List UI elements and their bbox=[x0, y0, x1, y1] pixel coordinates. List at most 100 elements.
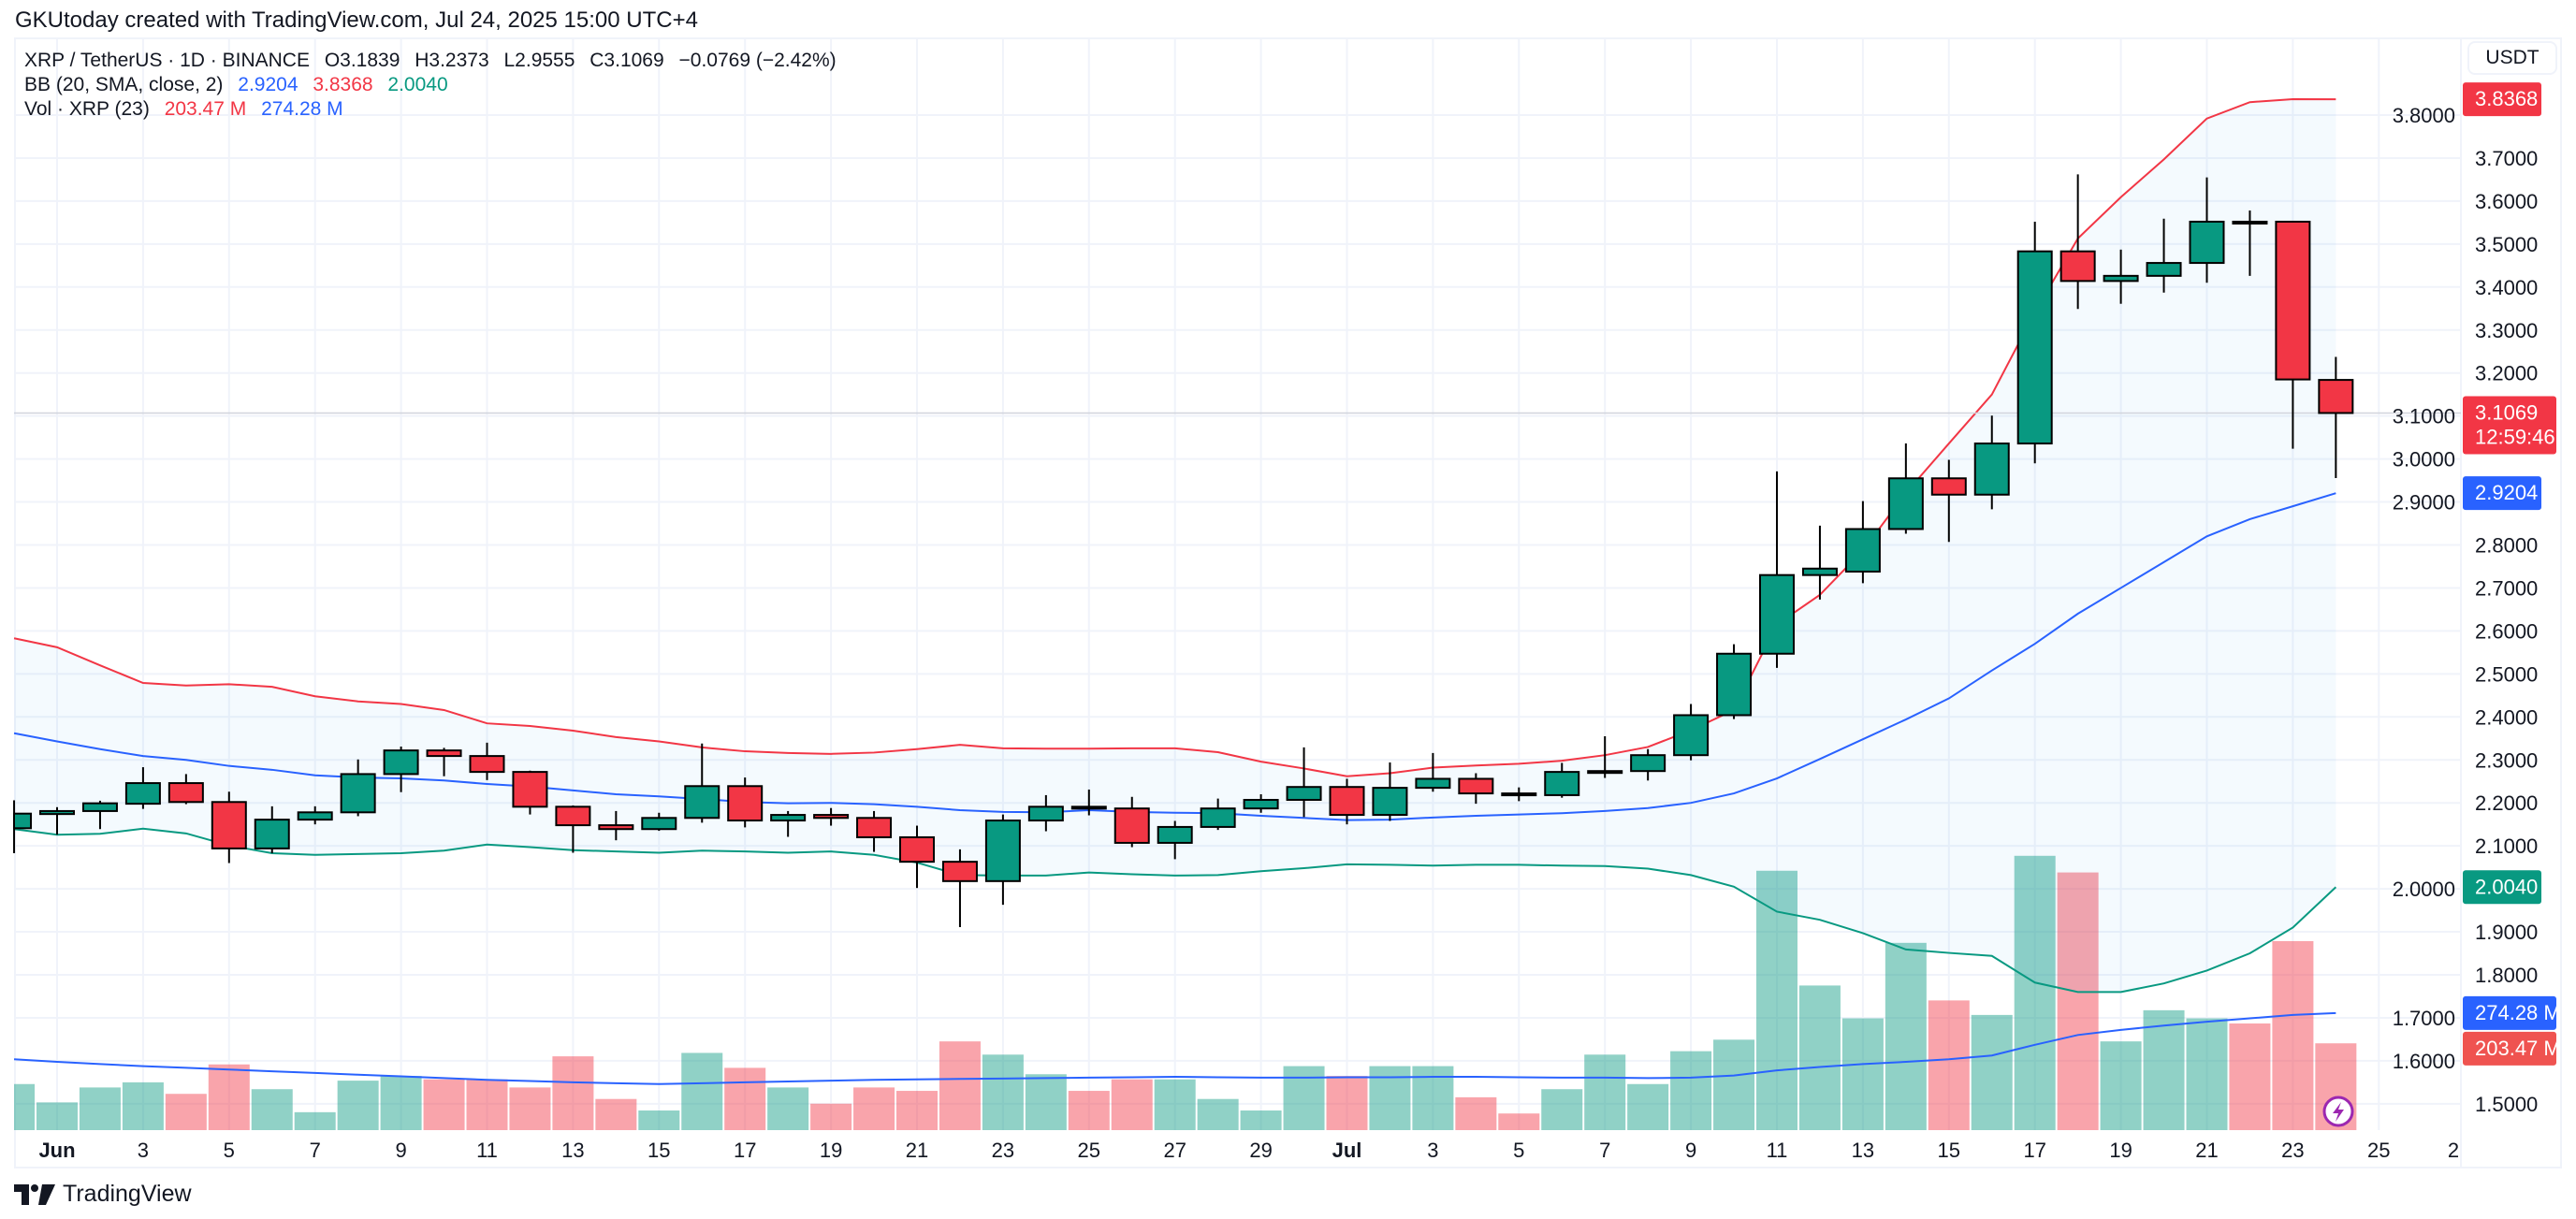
price-axis-label: 2.5000 bbox=[2475, 662, 2538, 686]
candle[interactable] bbox=[254, 805, 290, 853]
volume-bar bbox=[1197, 1098, 1239, 1130]
candle-body bbox=[2016, 250, 2053, 445]
candle-body bbox=[167, 782, 204, 804]
candle[interactable] bbox=[2146, 218, 2182, 293]
price-axis-label: 2.6000 bbox=[2475, 619, 2538, 643]
candle[interactable] bbox=[383, 747, 419, 792]
volume-bar bbox=[2014, 855, 2056, 1130]
upper-band-tag bbox=[2463, 82, 2541, 117]
candle[interactable] bbox=[555, 805, 591, 853]
currency-button[interactable]: USDT bbox=[2467, 41, 2557, 75]
price-axis-label: 3.8000 bbox=[2393, 104, 2455, 127]
volume-ma-tag bbox=[2463, 995, 2556, 1030]
volume-bar bbox=[122, 1081, 164, 1130]
candle[interactable] bbox=[1801, 525, 1838, 600]
candle[interactable] bbox=[1415, 752, 1451, 792]
candle[interactable] bbox=[1458, 773, 1494, 805]
candle[interactable] bbox=[1673, 704, 1710, 761]
volume-bar bbox=[1627, 1083, 1669, 1130]
candle[interactable] bbox=[39, 806, 75, 835]
candle[interactable] bbox=[1372, 762, 1408, 821]
volume-ma-line bbox=[13, 1011, 2336, 1085]
symbol-legend[interactable]: XRP / TetherUS · 1D · BINANCE O3.1839 H3… bbox=[24, 49, 846, 73]
bb-label[interactable]: BB (20, SMA, close, 2) bbox=[24, 74, 224, 95]
last-price-tag bbox=[2463, 396, 2556, 455]
symbol-name[interactable]: XRP / TetherUS · 1D · BINANCE bbox=[24, 50, 310, 71]
candle[interactable] bbox=[1930, 459, 1967, 543]
price-axis-label: 3.1000 bbox=[2393, 405, 2455, 428]
bollinger-band-fill bbox=[14, 98, 2336, 993]
candle[interactable] bbox=[727, 777, 764, 828]
candle[interactable] bbox=[641, 812, 677, 832]
volume-bar bbox=[1283, 1066, 1325, 1130]
candle[interactable] bbox=[684, 743, 720, 823]
candle[interactable] bbox=[2016, 221, 2053, 464]
candle[interactable] bbox=[813, 807, 850, 826]
candle[interactable] bbox=[124, 767, 161, 809]
candle[interactable] bbox=[1973, 415, 2010, 510]
candle[interactable] bbox=[2189, 177, 2225, 283]
ohlc-close: C3.1069 bbox=[589, 50, 664, 71]
bb-legend[interactable]: BB (20, SMA, close, 2) 2.9204 3.8368 2.0… bbox=[24, 73, 846, 97]
time-axis-label: 9 bbox=[1685, 1139, 1696, 1162]
candle[interactable] bbox=[1027, 794, 1064, 832]
candle[interactable] bbox=[2059, 174, 2096, 310]
candle-body bbox=[1286, 786, 1322, 801]
candle[interactable] bbox=[1501, 787, 1537, 802]
volume-bar bbox=[1798, 985, 1841, 1130]
candle[interactable] bbox=[899, 825, 935, 889]
candle-body bbox=[641, 817, 677, 831]
candle[interactable] bbox=[13, 800, 33, 853]
candle-body bbox=[1673, 714, 1710, 757]
candle[interactable] bbox=[1113, 796, 1150, 848]
candle[interactable] bbox=[984, 814, 1021, 906]
time-axis-label: 13 bbox=[1852, 1139, 1874, 1162]
volume-bar bbox=[939, 1041, 981, 1130]
candle[interactable] bbox=[167, 774, 204, 805]
candle[interactable] bbox=[1587, 735, 1623, 778]
candle[interactable] bbox=[1716, 644, 1753, 719]
candle[interactable] bbox=[1329, 778, 1365, 825]
candle[interactable] bbox=[770, 810, 807, 837]
candle[interactable] bbox=[1759, 471, 1795, 668]
candle[interactable] bbox=[598, 810, 634, 841]
candle[interactable] bbox=[1286, 747, 1322, 818]
candle[interactable] bbox=[1544, 762, 1580, 798]
chart-frame bbox=[14, 37, 2562, 1168]
candle[interactable] bbox=[1887, 443, 1924, 534]
candle-body bbox=[1973, 443, 2010, 496]
price-axis-label: 3.4000 bbox=[2475, 276, 2538, 299]
candle-body bbox=[770, 814, 807, 822]
candle-body bbox=[1070, 805, 1107, 810]
volume-bar bbox=[79, 1087, 121, 1130]
price-axis-label: 1.6000 bbox=[2393, 1050, 2455, 1073]
candle[interactable] bbox=[2275, 220, 2311, 449]
candle[interactable] bbox=[2318, 356, 2354, 479]
candle[interactable] bbox=[1630, 748, 1666, 781]
volume-legend[interactable]: Vol · XRP (23) 203.47 M 274.28 M bbox=[24, 97, 846, 122]
volume-label[interactable]: Vol · XRP (23) bbox=[24, 98, 150, 120]
candle[interactable] bbox=[1243, 794, 1279, 813]
candle-body bbox=[1759, 573, 1795, 655]
candle[interactable] bbox=[340, 759, 376, 817]
time-axis-label: 21 bbox=[906, 1139, 928, 1162]
candle[interactable] bbox=[2103, 249, 2139, 304]
ohlc-high: H3.2373 bbox=[415, 50, 489, 71]
candle[interactable] bbox=[941, 849, 978, 927]
candle-body bbox=[1372, 787, 1408, 817]
candle[interactable] bbox=[1070, 789, 1107, 816]
candle[interactable] bbox=[1844, 501, 1881, 584]
candle[interactable] bbox=[512, 770, 548, 815]
candle[interactable] bbox=[297, 805, 333, 825]
volume-bar bbox=[2272, 940, 2314, 1130]
candle[interactable] bbox=[856, 810, 893, 852]
candle[interactable] bbox=[2232, 210, 2268, 276]
candle[interactable] bbox=[1157, 820, 1193, 860]
candle[interactable] bbox=[1200, 798, 1236, 831]
candle[interactable] bbox=[211, 791, 247, 863]
candle[interactable] bbox=[426, 747, 462, 776]
time-axis-label: 21 bbox=[2195, 1139, 2218, 1162]
candle[interactable] bbox=[469, 742, 505, 780]
candle[interactable] bbox=[81, 800, 118, 830]
